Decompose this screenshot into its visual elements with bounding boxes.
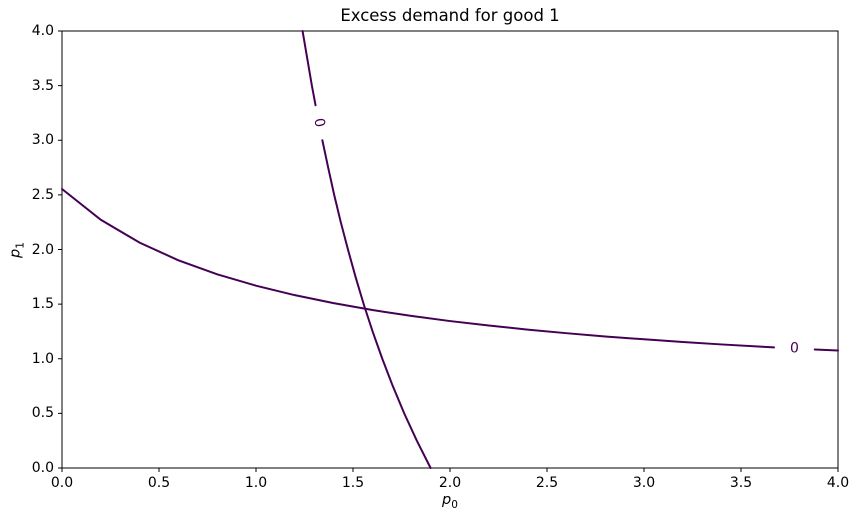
x-tick-label: 2.0 (438, 475, 462, 491)
y-tick-label: 1.0 (31, 350, 54, 367)
x-tick-label: 4.0 (826, 475, 850, 491)
x-axis-label: p0 (442, 492, 458, 511)
x-tick-label: 0.5 (147, 475, 171, 491)
y-tick-label: 0.0 (31, 460, 54, 476)
x-tick-label: 2.5 (535, 475, 559, 491)
y-axis-label-base: p (7, 248, 24, 258)
x-tick-label: 3.0 (632, 475, 656, 491)
x-tick-label: 0.0 (50, 475, 74, 491)
x-tick-label: 3.5 (729, 475, 753, 491)
contour-line (301, 30, 317, 107)
y-tick-label: 1.5 (31, 296, 54, 313)
contour-line (61, 187, 775, 349)
y-tick-label: 2.5 (31, 186, 54, 203)
x-axis-label-sub: 0 (451, 498, 458, 511)
chart-title: Excess demand for good 1 (340, 6, 560, 25)
contour-level-label: 0 (789, 340, 799, 356)
y-axis-label: p1 (8, 242, 27, 258)
contour-line (813, 348, 839, 352)
y-tick-label: 3.5 (31, 77, 54, 94)
x-axis-label-base: p (442, 492, 452, 508)
y-axis-label-sub: 1 (14, 242, 27, 249)
y-tick-label: 4.0 (31, 23, 54, 39)
contour-level-label: 0 (310, 117, 327, 129)
axes-spines (61, 30, 839, 469)
contour-line (321, 139, 432, 469)
x-tick-label: 1.5 (341, 475, 365, 491)
x-tick-label: 1.0 (244, 475, 268, 491)
y-tick-label: 0.5 (31, 405, 54, 422)
y-tick-label: 3.0 (31, 132, 54, 149)
y-tick-label: 2.0 (31, 241, 54, 258)
